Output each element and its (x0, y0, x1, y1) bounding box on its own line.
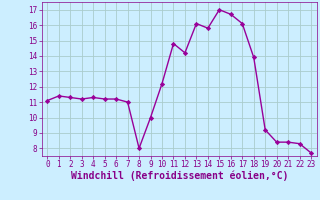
X-axis label: Windchill (Refroidissement éolien,°C): Windchill (Refroidissement éolien,°C) (70, 171, 288, 181)
